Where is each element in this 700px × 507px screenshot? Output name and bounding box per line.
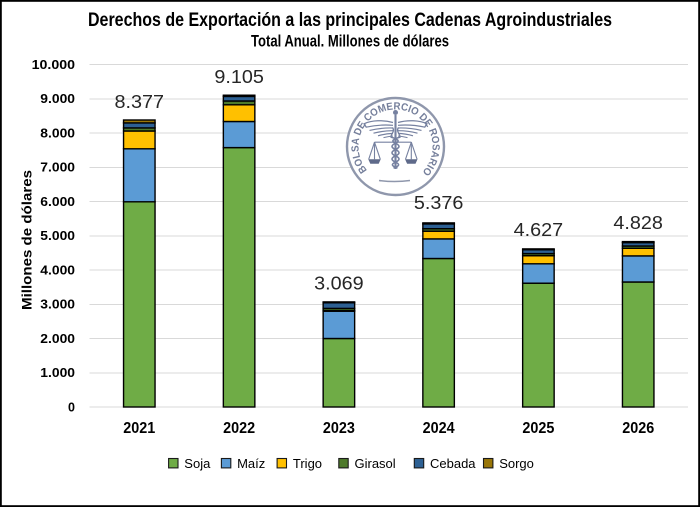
svg-text:2026: 2026 — [622, 420, 654, 437]
svg-text:3.069: 3.069 — [314, 273, 364, 294]
svg-text:2.000: 2.000 — [40, 332, 75, 346]
svg-text:2024: 2024 — [423, 420, 455, 437]
svg-text:Maíz: Maíz — [237, 456, 265, 471]
svg-text:7.000: 7.000 — [40, 161, 75, 175]
svg-text:2025: 2025 — [522, 420, 554, 437]
svg-text:Millones de dólares: Millones de dólares — [20, 170, 36, 310]
svg-text:5.376: 5.376 — [414, 192, 464, 213]
svg-text:9.105: 9.105 — [214, 66, 264, 87]
svg-text:4.627: 4.627 — [514, 219, 564, 240]
svg-text:Sorgo: Sorgo — [499, 456, 534, 471]
svg-text:1.000: 1.000 — [40, 366, 75, 380]
svg-text:5.000: 5.000 — [40, 229, 75, 243]
svg-text:Trigo: Trigo — [293, 456, 322, 471]
svg-text:9.000: 9.000 — [40, 92, 75, 106]
svg-text:8.377: 8.377 — [115, 91, 165, 112]
svg-text:Soja: Soja — [184, 456, 211, 471]
svg-text:8.000: 8.000 — [40, 126, 75, 140]
svg-text:10.000: 10.000 — [32, 58, 75, 72]
svg-text:Cebada: Cebada — [430, 456, 476, 471]
svg-text:4.828: 4.828 — [613, 212, 663, 233]
svg-text:0: 0 — [68, 400, 75, 414]
svg-text:2022: 2022 — [223, 420, 255, 437]
svg-text:Girasol: Girasol — [355, 456, 396, 471]
svg-text:Derechos de Exportación a las: Derechos de Exportación a las principale… — [88, 9, 612, 31]
svg-text:6.000: 6.000 — [40, 195, 75, 209]
svg-text:4.000: 4.000 — [40, 263, 75, 277]
svg-text:Total Anual. Millones de dólar: Total Anual. Millones de dólares — [251, 33, 449, 51]
svg-text:3.000: 3.000 — [40, 298, 75, 312]
svg-text:2021: 2021 — [123, 420, 155, 437]
svg-text:2023: 2023 — [323, 420, 355, 437]
